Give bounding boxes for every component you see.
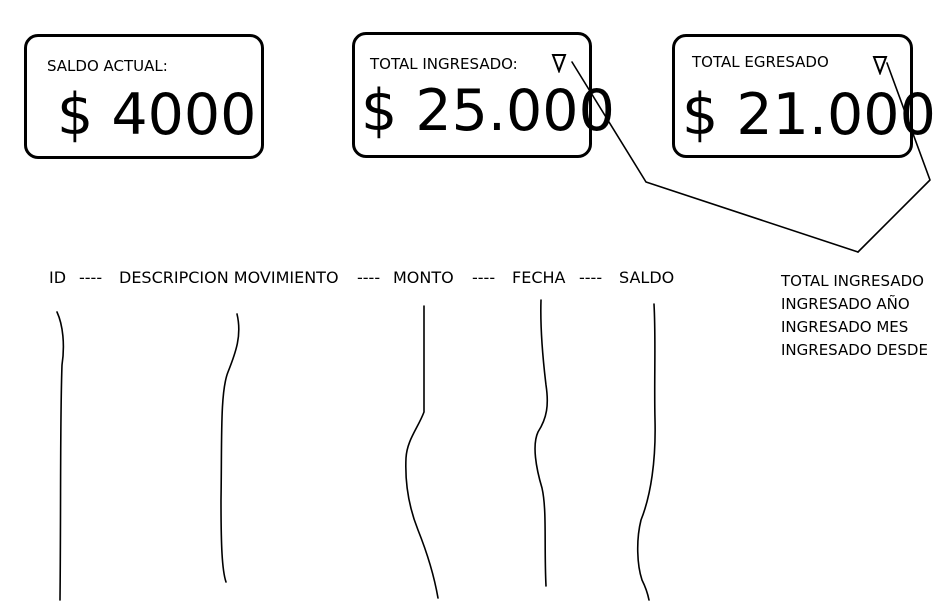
saldo-actual-label: SALDO ACTUAL: [47,59,168,74]
option-ingresado-desde[interactable]: INGRESADO DESDE [781,339,941,362]
total-ingresado-value: $ 25.000 [361,83,615,140]
option-total-ingresado[interactable]: TOTAL INGRESADO [781,270,941,293]
total-egresado-value: $ 21.000 [682,87,936,144]
column-header-descripcion: DESCRIPCION MOVIMIENTO [119,270,339,286]
column-separator: ---- [357,270,380,286]
saldo-actual-value: $ 4000 [57,87,256,144]
column-line-monto [406,306,438,598]
column-line-id [57,312,63,600]
option-ingresado-ano[interactable]: INGRESADO AÑO [781,293,941,316]
column-header-monto: MONTO [393,270,454,286]
option-ingresado-mes[interactable]: INGRESADO MES [781,316,941,339]
column-header-saldo: SALDO [619,270,674,286]
column-separator: ---- [472,270,495,286]
total-ingresado-label: TOTAL INGRESADO: [370,57,518,72]
column-line-fecha [535,300,547,586]
column-separator: ---- [79,270,102,286]
column-header-fecha: FECHA [512,270,565,286]
triangle-down-icon[interactable] [872,55,888,75]
column-line-descripcion [221,314,239,582]
total-egresado-label: TOTAL EGRESADO [692,55,829,70]
dropdown-options-list: TOTAL INGRESADO INGRESADO AÑO INGRESADO … [781,270,941,362]
column-separator: ---- [579,270,602,286]
column-line-saldo [638,304,655,600]
column-header-id: ID [49,270,66,286]
total-ingresado-card: TOTAL INGRESADO: $ 25.000 [352,32,592,158]
triangle-down-icon[interactable] [551,53,567,73]
saldo-actual-card: SALDO ACTUAL: $ 4000 [24,34,264,159]
total-egresado-card: TOTAL EGRESADO $ 21.000 [672,34,913,158]
